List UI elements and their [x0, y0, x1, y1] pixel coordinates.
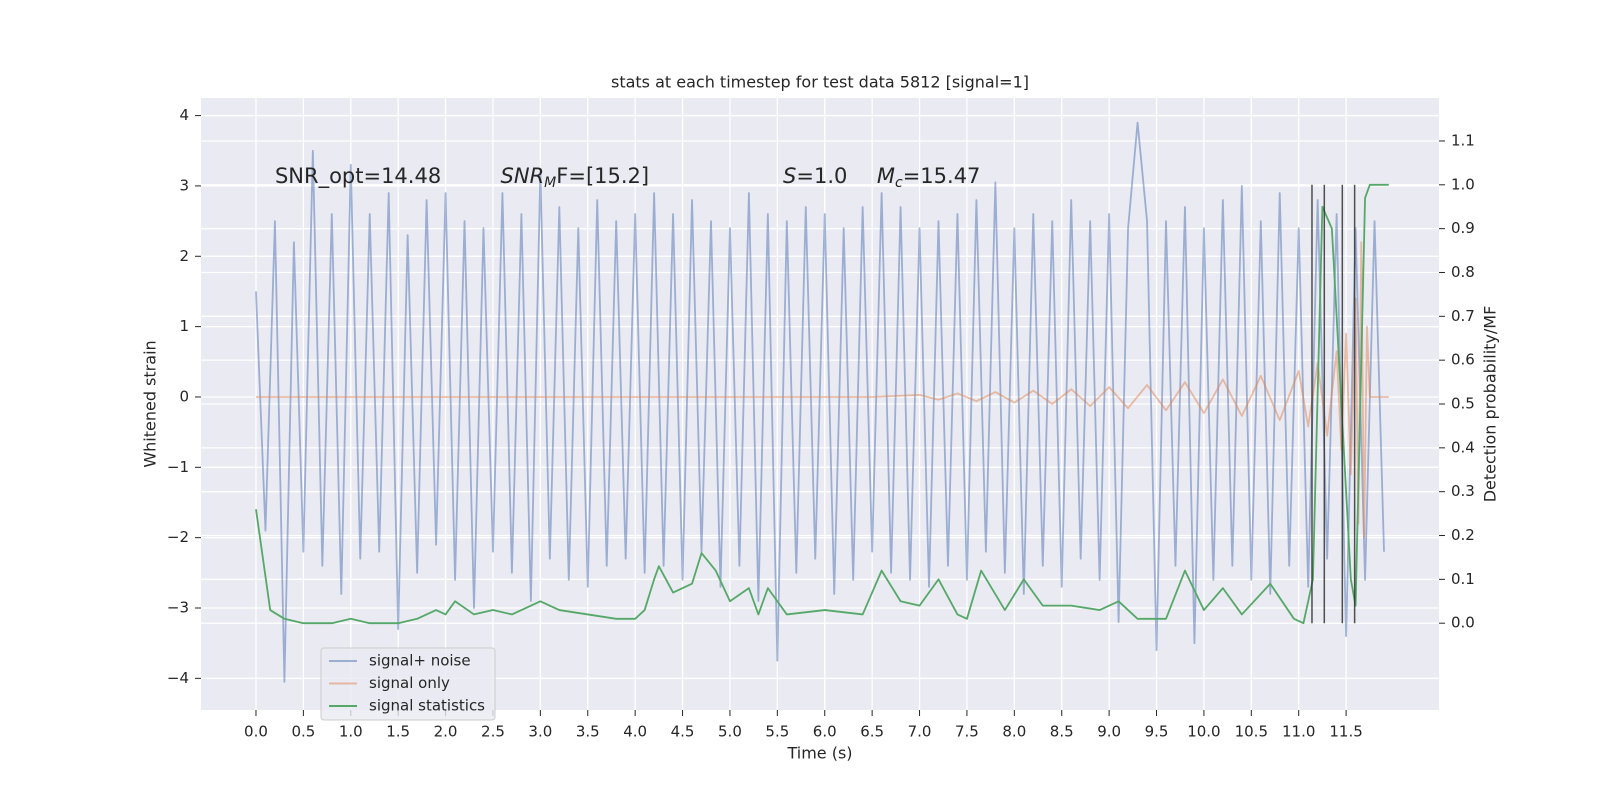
- y-tick-label: −3: [167, 599, 189, 617]
- legend-label: signal statistics: [369, 697, 485, 715]
- x-tick-label: 8.0: [1002, 723, 1026, 741]
- annotation-sub: M: [544, 175, 556, 191]
- annotation: SNRMF=[15.2]: [501, 164, 650, 191]
- y2-tick-label: 0.1: [1451, 570, 1475, 588]
- x-tick-label: 2.0: [434, 723, 458, 741]
- y2-tick-label: 0.4: [1451, 438, 1475, 456]
- y-tick-label: −2: [167, 528, 189, 546]
- y-tick-label: 0: [179, 387, 189, 405]
- x-axis-label: Time (s): [786, 744, 852, 763]
- legend-label: signal+ noise: [369, 652, 471, 670]
- y2-tick-label: 0.0: [1451, 614, 1475, 632]
- x-tick-label: 5.5: [765, 723, 789, 741]
- x-tick-label: 0.0: [244, 723, 268, 741]
- annotation: Mc=15.47: [877, 164, 981, 191]
- x-tick-label: 4.0: [623, 723, 647, 741]
- x-tick-label: 11.0: [1282, 723, 1315, 741]
- annotation-text: F=[15.2]: [556, 164, 649, 188]
- x-tick-label: 5.0: [718, 723, 742, 741]
- y-tick-label: 3: [179, 176, 189, 194]
- annotation-italic: SNR: [501, 164, 545, 188]
- legend-box: [320, 647, 496, 721]
- legend-label: signal only: [369, 674, 450, 692]
- y-tick-label: −4: [167, 669, 189, 687]
- annotation-text: =1.0: [796, 164, 847, 188]
- x-tick-label: 3.5: [576, 723, 600, 741]
- y-tick-label: −1: [167, 458, 189, 476]
- annotation-text: =15.47: [903, 164, 981, 188]
- y2-tick-label: 0.2: [1451, 526, 1475, 544]
- x-tick-label: 7.5: [955, 723, 979, 741]
- y-tick-label: 2: [179, 247, 189, 265]
- y2-tick-label: 0.9: [1451, 219, 1475, 237]
- x-tick-label: 6.5: [860, 723, 884, 741]
- annotation-italic: M: [877, 164, 895, 188]
- x-tick-label: 1.5: [386, 723, 410, 741]
- annotation-sub: c: [895, 175, 903, 191]
- x-tick-label: 7.0: [908, 723, 932, 741]
- y-tick-label: 1: [179, 317, 189, 335]
- x-tick-label: 8.5: [1050, 723, 1074, 741]
- annotation: SNR_opt=14.48: [275, 164, 441, 189]
- y2-tick-label: 0.7: [1451, 307, 1475, 325]
- x-tick-label: 1.0: [339, 723, 363, 741]
- y2-tick-label: 0.8: [1451, 263, 1475, 281]
- y2-tick-label: 0.6: [1451, 351, 1475, 369]
- annotation-italic: S: [783, 164, 796, 188]
- chart-title: stats at each timestep for test data 581…: [611, 73, 1029, 92]
- y2-tick-label: 0.3: [1451, 482, 1475, 500]
- x-tick-label: 6.0: [813, 723, 837, 741]
- x-tick-label: 3.0: [528, 723, 552, 741]
- y2-tick-label: 0.5: [1451, 395, 1475, 413]
- x-tick-label: 9.5: [1145, 723, 1169, 741]
- series-line: [255, 121, 1385, 683]
- y-axis-label: Whitened strain: [141, 340, 160, 467]
- y2-tick-label: 1.0: [1451, 175, 1475, 193]
- annotation: S=1.0: [783, 164, 847, 188]
- y2-axis-label: Detection probability/MF: [1481, 306, 1500, 503]
- x-tick-label: 10.0: [1187, 723, 1220, 741]
- y2-tick-label: 1.1: [1451, 131, 1475, 149]
- x-tick-label: 2.5: [481, 723, 505, 741]
- series-line: [255, 241, 1389, 539]
- x-tick-label: 11.5: [1329, 723, 1362, 741]
- x-tick-label: 9.0: [1097, 723, 1121, 741]
- x-tick-label: 0.5: [291, 723, 315, 741]
- series-line: [255, 183, 1389, 625]
- x-tick-label: 4.5: [671, 723, 695, 741]
- y-tick-label: 4: [179, 106, 189, 124]
- x-tick-label: 10.5: [1235, 723, 1268, 741]
- annotation-text: SNR_opt=14.48: [275, 164, 441, 189]
